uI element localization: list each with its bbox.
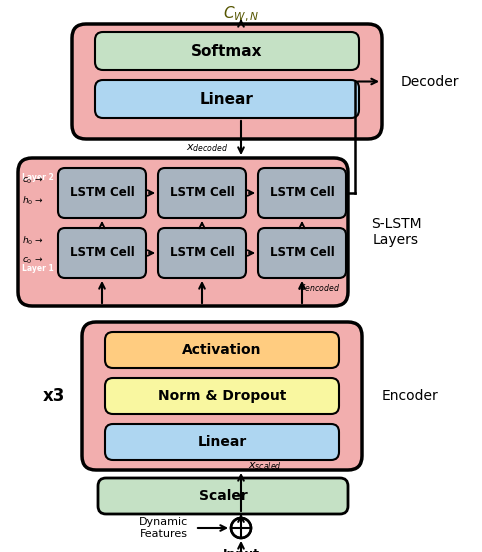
Text: LSTM Cell: LSTM Cell: [69, 247, 134, 259]
Text: Linear: Linear: [200, 92, 254, 107]
Text: Dynamic
Features: Dynamic Features: [139, 517, 188, 539]
Text: LSTM Cell: LSTM Cell: [170, 247, 234, 259]
FancyBboxPatch shape: [95, 32, 359, 70]
FancyBboxPatch shape: [98, 478, 348, 514]
FancyBboxPatch shape: [105, 378, 339, 414]
Text: LSTM Cell: LSTM Cell: [69, 187, 134, 199]
Text: $h_0$ →: $h_0$ →: [22, 194, 44, 207]
Text: Layer 1: Layer 1: [22, 264, 54, 273]
FancyBboxPatch shape: [258, 228, 346, 278]
Text: Input
Features: Input Features: [210, 548, 272, 552]
Text: $x_{decoded}$: $x_{decoded}$: [186, 142, 228, 154]
FancyBboxPatch shape: [58, 228, 146, 278]
Text: Layer 2: Layer 2: [22, 173, 54, 182]
FancyBboxPatch shape: [105, 424, 339, 460]
FancyBboxPatch shape: [82, 322, 362, 470]
FancyBboxPatch shape: [95, 80, 359, 118]
FancyBboxPatch shape: [158, 228, 246, 278]
Text: LSTM Cell: LSTM Cell: [170, 187, 234, 199]
Text: $x_{scaled}$: $x_{scaled}$: [248, 460, 282, 472]
Circle shape: [231, 518, 251, 538]
Text: Norm & Dropout: Norm & Dropout: [158, 389, 286, 403]
Text: Scaler: Scaler: [199, 489, 247, 503]
Text: S-LSTM
Layers: S-LSTM Layers: [371, 217, 421, 247]
Text: $c_0$ →: $c_0$ →: [22, 175, 43, 186]
FancyBboxPatch shape: [105, 332, 339, 368]
Text: Softmax: Softmax: [191, 44, 263, 59]
Text: LSTM Cell: LSTM Cell: [269, 247, 335, 259]
Text: x3: x3: [43, 387, 65, 405]
Text: Decoder: Decoder: [401, 75, 459, 88]
Text: $x_{encoded}$: $x_{encoded}$: [298, 282, 340, 294]
Text: Encoder: Encoder: [382, 389, 438, 403]
FancyBboxPatch shape: [58, 168, 146, 218]
FancyBboxPatch shape: [158, 168, 246, 218]
Text: Linear: Linear: [197, 435, 247, 449]
FancyBboxPatch shape: [258, 168, 346, 218]
Text: Activation: Activation: [182, 343, 262, 357]
FancyBboxPatch shape: [18, 158, 348, 306]
FancyBboxPatch shape: [72, 24, 382, 139]
Text: $c_0$ →: $c_0$ →: [22, 255, 43, 266]
Text: $C_{W,N}$: $C_{W,N}$: [223, 4, 259, 24]
Text: $h_0$ →: $h_0$ →: [22, 234, 44, 247]
Text: LSTM Cell: LSTM Cell: [269, 187, 335, 199]
